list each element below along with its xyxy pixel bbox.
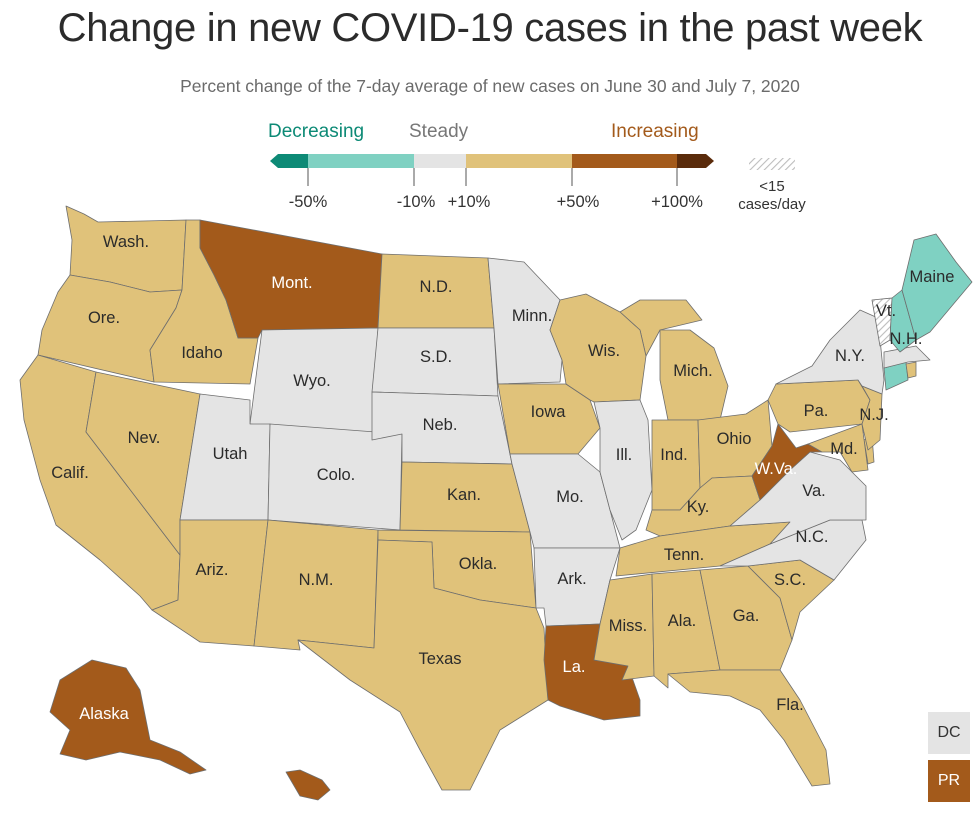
state-shape-maine — [901, 233, 973, 341]
state-label-ariz: Ariz. — [196, 561, 229, 579]
state-label-ohio: Ohio — [717, 430, 752, 448]
legend-na-line2: cases/day — [738, 196, 806, 213]
state-shape-n-y — [775, 309, 885, 395]
state-shape-ill — [593, 399, 653, 541]
state-label-n-m: N.M. — [299, 571, 334, 589]
state-shape-fla — [667, 669, 831, 787]
state-label-nev: Nev. — [128, 429, 161, 447]
state-label-minn: Minn. — [512, 307, 552, 325]
state-shape — [883, 345, 931, 369]
state-label-maine: Maine — [910, 268, 955, 286]
state-label-mo: Mo. — [556, 488, 584, 506]
territory-dc-label: DC — [937, 724, 961, 741]
legend-color-scale — [270, 154, 795, 186]
state-shape-texas — [297, 539, 549, 791]
state-label-tenn: Tenn. — [664, 546, 704, 564]
map-subtitle: Percent change of the 7-day average of n… — [180, 76, 800, 96]
state-label-n-h: N.H. — [890, 330, 923, 348]
state-label-la: La. — [563, 658, 586, 676]
legend-increasing-label: Increasing — [611, 121, 699, 142]
state-label-md: Md. — [830, 440, 858, 458]
legend-na-label: <15 cases/day — [722, 178, 822, 214]
state-label-ark: Ark. — [557, 570, 586, 588]
legend-tick: +10% — [447, 193, 491, 211]
state-label-mich: Mich. — [673, 362, 712, 380]
map-title: Change in new COVID-19 cases in the past… — [57, 6, 923, 50]
legend-decreasing-label: Decreasing — [268, 121, 365, 142]
territory-dc-box: DC — [928, 712, 970, 754]
territory-pr-label: PR — [937, 772, 961, 789]
state-label-fla: Fla. — [776, 696, 804, 714]
state-label-ky: Ky. — [687, 498, 710, 516]
state-shape-alaska — [49, 659, 207, 775]
territory-pr-box: PR — [928, 760, 970, 802]
state-label-ind: Ind. — [660, 446, 688, 464]
legend-steady-label: Steady — [409, 121, 469, 142]
state-label-vt: Vt. — [876, 302, 896, 320]
state-label-pa: Pa. — [804, 402, 829, 420]
legend-na-line1: <15 — [759, 178, 785, 195]
state-label-iowa: Iowa — [531, 403, 567, 421]
state-label-idaho: Idaho — [181, 344, 222, 362]
state-label-utah: Utah — [213, 445, 248, 463]
legend-tick: +100% — [651, 193, 703, 211]
state-label-texas: Texas — [418, 650, 461, 668]
state-label-ill: Ill. — [616, 446, 633, 464]
state-label-colo: Colo. — [317, 466, 356, 484]
state-label-w-va: W.Va. — [755, 460, 798, 478]
state-label-calif: Calif. — [51, 464, 89, 482]
legend-tick: -50% — [288, 193, 328, 211]
state-label-s-c: S.C. — [774, 571, 806, 589]
state-label-hawaii: Hawaii — [279, 755, 329, 773]
state-label-n-y: N.Y. — [835, 347, 865, 365]
state-label-va: Va. — [802, 482, 826, 500]
state-label-n-j: N.J. — [859, 406, 888, 424]
legend-tick: +50% — [556, 193, 600, 211]
state-label-okla: Okla. — [459, 555, 498, 573]
state-shape-n-h — [889, 289, 917, 353]
legend-na-swatch — [749, 158, 795, 170]
state-shape-hawaii — [285, 769, 331, 801]
legend-tick: -10% — [396, 193, 436, 211]
state-label-ga: Ga. — [733, 607, 760, 625]
state-label-ala: Ala. — [668, 612, 696, 630]
state-label-alaska: Alaska — [79, 705, 129, 723]
state-label-neb: Neb. — [423, 416, 458, 434]
state-shape-mich — [659, 329, 729, 421]
state-label-s-d: S.D. — [420, 348, 452, 366]
state-label-wyo: Wyo. — [293, 372, 330, 390]
state-label-mont: Mont. — [271, 274, 312, 292]
state-label-wis: Wis. — [588, 342, 620, 360]
state-label-n-d: N.D. — [420, 278, 453, 296]
state-label-wash: Wash. — [103, 233, 149, 251]
state-label-ore: Ore. — [88, 309, 120, 327]
state-label-kan: Kan. — [447, 486, 481, 504]
state-label-n-c: N.C. — [796, 528, 829, 546]
state-shape — [905, 361, 917, 379]
state-label-miss: Miss. — [609, 617, 648, 635]
